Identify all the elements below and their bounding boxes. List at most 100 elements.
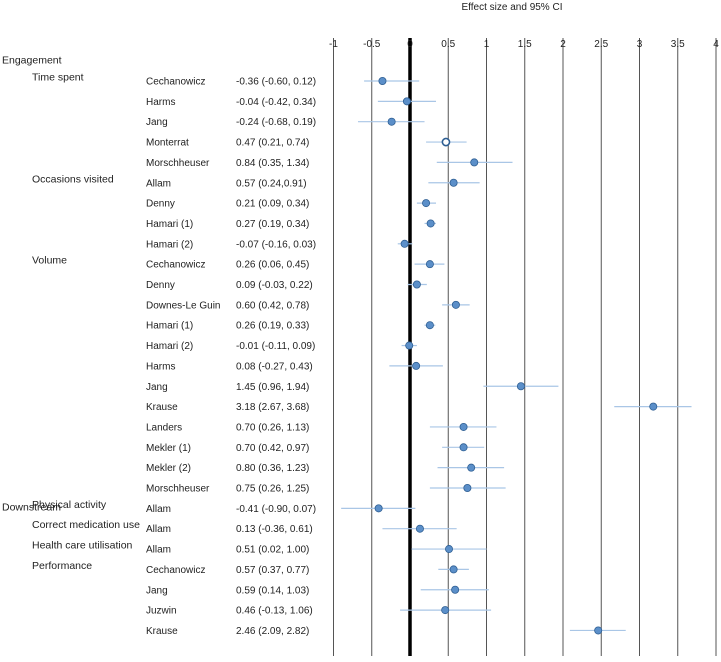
- group-label: Health care utilisation: [32, 540, 133, 552]
- group-label: Performance: [32, 560, 92, 572]
- x-axis-tick-labels: -1 -0.5 0 0.5 1 1.5 2 2.5 3 3.5 4: [329, 39, 719, 50]
- group-label: Physical activity: [32, 499, 107, 511]
- effect-ci-text: 0.84 (0.35, 1.34): [236, 158, 309, 169]
- point-estimate-marker: [412, 361, 421, 370]
- study-name: Juzwin: [146, 606, 177, 617]
- study-name: Harms: [146, 361, 175, 372]
- study-name: Cechanowicz: [146, 565, 205, 576]
- x-tick-label: 0.5: [441, 39, 455, 50]
- study-name: Allam: [146, 504, 171, 515]
- effect-ci-text: 0.13 (-0.36, 0.61): [236, 524, 313, 535]
- x-tick-label: 4: [713, 39, 719, 50]
- study-name: Mekler (2): [146, 463, 191, 474]
- point-estimate-marker: [451, 585, 460, 594]
- effect-ci-text: 0.57 (0.24,0.91): [236, 178, 307, 189]
- study-name: Harms: [146, 97, 175, 108]
- x-tick-label: 2.5: [594, 39, 608, 50]
- study-name: Mekler (1): [146, 443, 191, 454]
- point-estimate-marker: [463, 483, 472, 492]
- effect-ci-text: 0.80 (0.36, 1.23): [236, 463, 309, 474]
- effect-ci-text: 0.60 (0.42, 0.78): [236, 300, 309, 311]
- point-estimate-marker: [459, 422, 468, 431]
- effect-ci-text: 0.47 (0.21, 0.74): [236, 138, 309, 149]
- study-name: Downes-Le Guin: [146, 300, 220, 311]
- point-estimate-marker: [441, 137, 451, 147]
- section-label: Engagement: [2, 55, 62, 67]
- x-tick-label: 1.5: [518, 39, 532, 50]
- point-estimate-marker: [422, 199, 431, 208]
- point-estimate-marker: [425, 260, 434, 269]
- study-name: Monterrat: [146, 138, 189, 149]
- point-estimate-marker: [451, 300, 460, 309]
- effect-ci-text: 0.26 (0.19, 0.33): [236, 321, 309, 332]
- point-estimate-marker: [594, 626, 603, 635]
- effect-ci-text: 0.26 (0.06, 0.45): [236, 260, 309, 271]
- x-tick-label: -0.5: [363, 39, 381, 50]
- point-estimate-marker: [412, 280, 421, 289]
- point-estimate-marker: [415, 524, 424, 533]
- point-estimate-marker: [449, 565, 458, 574]
- study-name: Allam: [146, 178, 171, 189]
- effect-ci-text: 0.46 (-0.13, 1.06): [236, 606, 313, 617]
- effect-ci-text: 3.18 (2.67, 3.68): [236, 402, 309, 413]
- study-name: Denny: [146, 199, 175, 210]
- point-estimate-marker: [426, 219, 435, 228]
- x-tick-label: 3: [637, 39, 643, 50]
- study-name: Hamari (1): [146, 321, 193, 332]
- study-name: Allam: [146, 545, 171, 556]
- study-name: Cechanowicz: [146, 77, 205, 88]
- study-name: Denny: [146, 280, 175, 291]
- study-name: Jang: [146, 585, 168, 596]
- effect-ci-text: 0.51 (0.02, 1.00): [236, 545, 309, 556]
- study-name: Krause: [146, 402, 178, 413]
- point-estimate-marker: [378, 77, 387, 86]
- point-estimate-marker: [649, 402, 658, 411]
- effect-ci-text: 0.27 (0.19, 0.34): [236, 219, 309, 230]
- point-estimate-marker: [387, 117, 396, 126]
- effect-ci-text: 0.09 (-0.03, 0.22): [236, 280, 313, 291]
- study-name: Jang: [146, 117, 168, 128]
- study-name: Allam: [146, 524, 171, 535]
- point-estimate-marker: [441, 606, 450, 615]
- study-name: Krause: [146, 626, 178, 637]
- effect-ci-text: 0.59 (0.14, 1.03): [236, 585, 309, 596]
- point-estimate-marker: [405, 341, 414, 350]
- group-label: Occasions visited: [32, 173, 114, 185]
- point-estimate-marker: [467, 463, 476, 472]
- point-estimate-marker: [374, 504, 383, 513]
- x-tick-label: -1: [329, 39, 338, 50]
- study-name: Landers: [146, 422, 182, 433]
- point-estimate-marker: [516, 382, 525, 391]
- group-label: Time spent: [32, 72, 84, 84]
- study-name: Jang: [146, 382, 168, 393]
- point-estimate-marker: [425, 321, 434, 330]
- effect-ci-text: 1.45 (0.96, 1.94): [236, 382, 309, 393]
- point-estimate-marker: [445, 545, 454, 554]
- study-rows: Engagement Time spent Cechanowicz -0.36 (-0…: [2, 55, 692, 637]
- grid-lines: [333, 38, 717, 656]
- x-tick-label: 1: [484, 39, 490, 50]
- study-name: Hamari (2): [146, 239, 193, 250]
- study-name: Cechanowicz: [146, 260, 205, 271]
- effect-ci-text: -0.24 (-0.68, 0.19): [236, 117, 316, 128]
- effect-ci-text: 0.75 (0.26, 1.25): [236, 484, 309, 495]
- effect-ci-text: -0.36 (-0.60, 0.12): [236, 77, 316, 88]
- x-tick-label: 2: [560, 39, 566, 50]
- x-tick-label: 0: [407, 39, 413, 50]
- effect-ci-text: 2.46 (2.09, 2.82): [236, 626, 309, 637]
- effect-ci-text: -0.41 (-0.90, 0.07): [236, 504, 316, 515]
- study-name: Morschheuser: [146, 484, 210, 495]
- section-label: Downstream: [2, 501, 61, 513]
- group-label: Correct medication use: [32, 519, 140, 531]
- point-estimate-marker: [470, 158, 479, 167]
- study-name: Morschheuser: [146, 158, 210, 169]
- effect-ci-text: -0.01 (-0.11, 0.09): [236, 341, 315, 352]
- effect-ci-text: -0.07 (-0.16, 0.03): [236, 239, 316, 250]
- study-name: Hamari (1): [146, 219, 193, 230]
- point-estimate-marker: [459, 443, 468, 452]
- effect-ci-text: 0.08 (-0.27, 0.43): [236, 361, 313, 372]
- effect-ci-text: 0.57 (0.37, 0.77): [236, 565, 309, 576]
- point-estimate-marker: [402, 97, 411, 106]
- point-estimate-marker: [449, 178, 458, 187]
